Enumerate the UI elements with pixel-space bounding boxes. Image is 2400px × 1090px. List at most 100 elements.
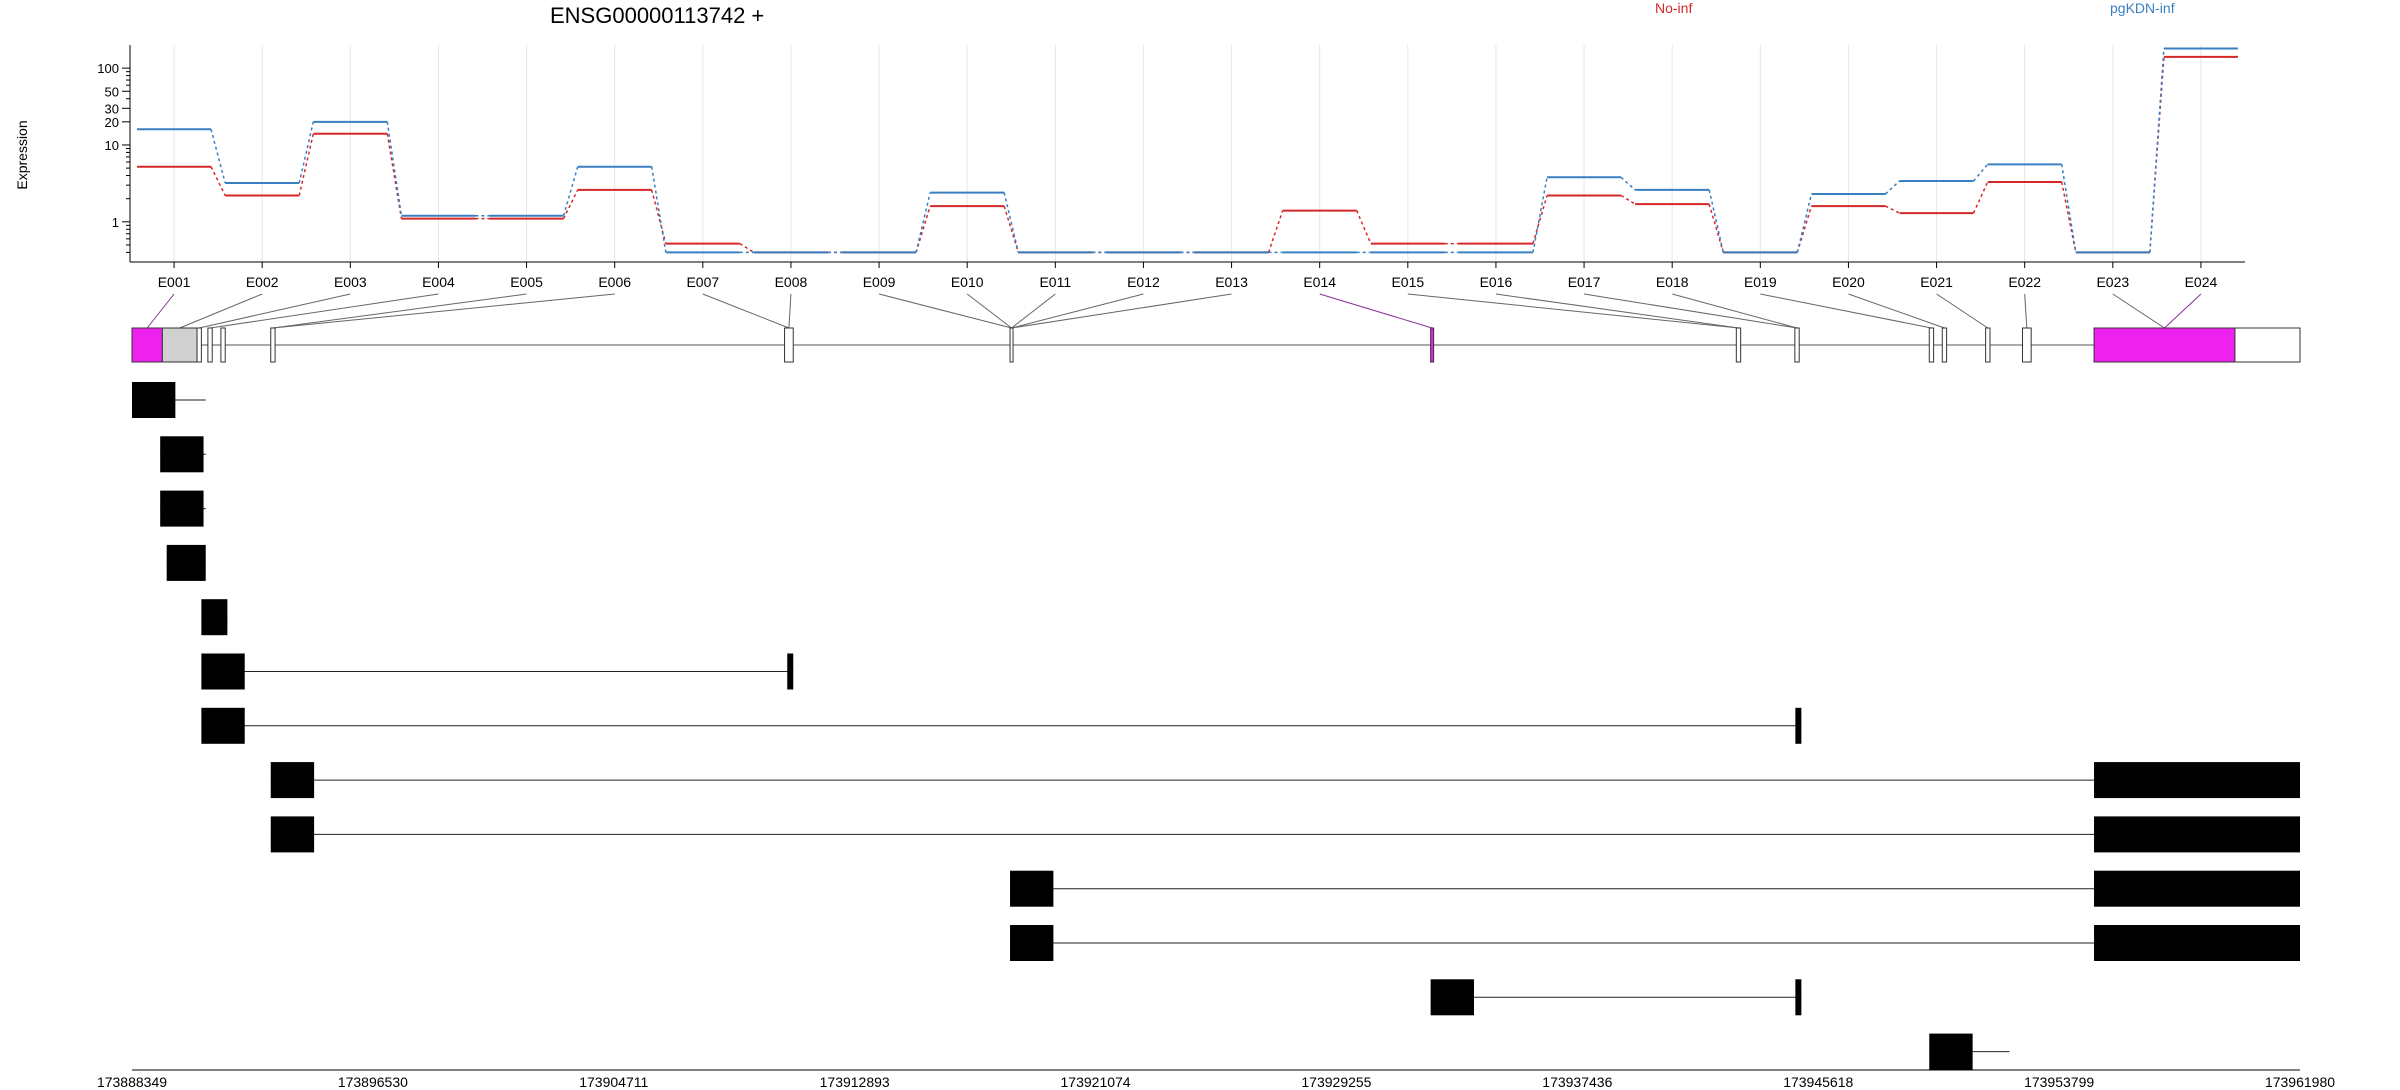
exon-label: E023 [2096, 274, 2129, 290]
exon-connector-line [878, 293, 1012, 329]
series-connector [386, 133, 403, 219]
gene-exon [1985, 327, 1991, 363]
series-connector [915, 192, 931, 253]
series-connector [1532, 177, 1548, 253]
transcript-exon [201, 599, 228, 636]
gene-exon [2234, 327, 2301, 363]
y-tick-label: 1 [112, 215, 119, 230]
exon-label: E016 [1480, 274, 1513, 290]
coordinate-label: 173945618 [1783, 1074, 1853, 1090]
transcript-exon [270, 762, 315, 799]
series-connector [298, 121, 315, 184]
series-connector [1003, 205, 1020, 253]
exon-label: E020 [1832, 274, 1865, 290]
exon-connector-line [1760, 293, 1932, 329]
exon-label: E005 [510, 274, 543, 290]
series-connector [386, 121, 403, 216]
genomic-coordinate-axis: 173888349 173896530 173904711 173912893 1739… [97, 1069, 2335, 1090]
exon-connector-line [1848, 293, 1945, 329]
exon-connector-line [702, 293, 790, 329]
transcript-exon [2094, 925, 2300, 961]
exon-connector-layer [146, 293, 2202, 329]
transcript-exon [2094, 816, 2300, 853]
gene-exon [1928, 327, 1935, 363]
gene-exon [1735, 327, 1742, 363]
chart-title: ENSG00000113742 + [550, 3, 764, 28]
y-tick-label: 20 [105, 115, 119, 130]
y-tick-label: 50 [105, 84, 119, 99]
exon-label: E021 [1920, 274, 1953, 290]
transcript-exon [1010, 925, 1054, 961]
coordinate-label: 173929255 [1301, 1074, 1371, 1090]
series-connector [1003, 192, 1020, 253]
exon-label: E003 [334, 274, 367, 290]
exon-connector-line [272, 293, 527, 329]
y-tick-label: 100 [97, 61, 119, 76]
gene-exon [1941, 327, 1948, 363]
y-tick-label: 30 [105, 101, 119, 116]
exon-label: E024 [2185, 274, 2218, 290]
transcript-exon [1795, 979, 1802, 1016]
coordinate-label: 173888349 [97, 1074, 167, 1090]
exon-label: E002 [246, 274, 279, 290]
transcript-exon [2094, 870, 2300, 907]
transcript-exon [201, 707, 245, 744]
exon-connector-line [199, 293, 351, 329]
exon-label: E014 [1303, 274, 1336, 290]
exon-label: E012 [1127, 274, 1160, 290]
exon-label: E010 [951, 274, 984, 290]
exon-label: E007 [686, 274, 719, 290]
series-connector [1620, 176, 1636, 191]
series-connector [1620, 194, 1636, 205]
transcript-tracks [132, 382, 2300, 1070]
exon-label: E008 [775, 274, 808, 290]
series-connector [650, 189, 667, 244]
gene-exon [2093, 327, 2236, 363]
series-connector [1708, 203, 1725, 253]
exon-connector-line [1407, 293, 1739, 329]
transcript-exon [2094, 762, 2300, 799]
coordinate-label: 173912893 [820, 1074, 890, 1090]
series-connector [1267, 210, 1284, 253]
exon-connector-line [179, 293, 263, 329]
gene-model-track [131, 327, 2301, 363]
y-tick-label: 10 [105, 138, 119, 153]
exon-label: E015 [1391, 274, 1424, 290]
series-connector [298, 133, 315, 196]
series-connector [1796, 193, 1813, 253]
series-connector [739, 243, 755, 254]
exon-label: E011 [1039, 274, 1071, 290]
exon-connector-line [1319, 293, 1433, 329]
transcript-exon [132, 382, 176, 418]
gene-exon [270, 327, 276, 363]
exon-connector-line [1672, 293, 1798, 329]
exon-label: E001 [158, 274, 191, 290]
exon-connector-line [1583, 293, 1798, 329]
exon-label: E013 [1215, 274, 1248, 290]
series-connector [2149, 48, 2165, 253]
transcript-exon [1010, 870, 1054, 907]
legend-no-inf: No-inf [1655, 0, 1692, 16]
series-connector [562, 166, 579, 216]
exon-connector-line [2112, 293, 2165, 329]
coordinate-label: 173961980 [2265, 1074, 2335, 1090]
coordinate-label: 173904711 [579, 1074, 648, 1090]
exon-label: E004 [422, 274, 455, 290]
exon-connector-line [2024, 293, 2028, 329]
transcript-exon [1430, 979, 1474, 1016]
transcript-exon [1929, 1033, 1973, 1070]
exon-connector-line [788, 293, 792, 329]
gene-exon [1430, 327, 1435, 363]
gene-exon [161, 327, 198, 363]
y-axis-label: Expression [14, 120, 30, 189]
series-connector [650, 166, 667, 253]
series-connector [1708, 189, 1725, 253]
exon-connector-line [1936, 293, 1989, 329]
exon-connector-line [1011, 293, 1056, 329]
transcript-exon [160, 436, 204, 473]
exon-connector-line [1011, 293, 1232, 329]
exon-connector-line [209, 293, 439, 329]
exon-label: E019 [1744, 274, 1777, 290]
series-connector [210, 166, 226, 196]
